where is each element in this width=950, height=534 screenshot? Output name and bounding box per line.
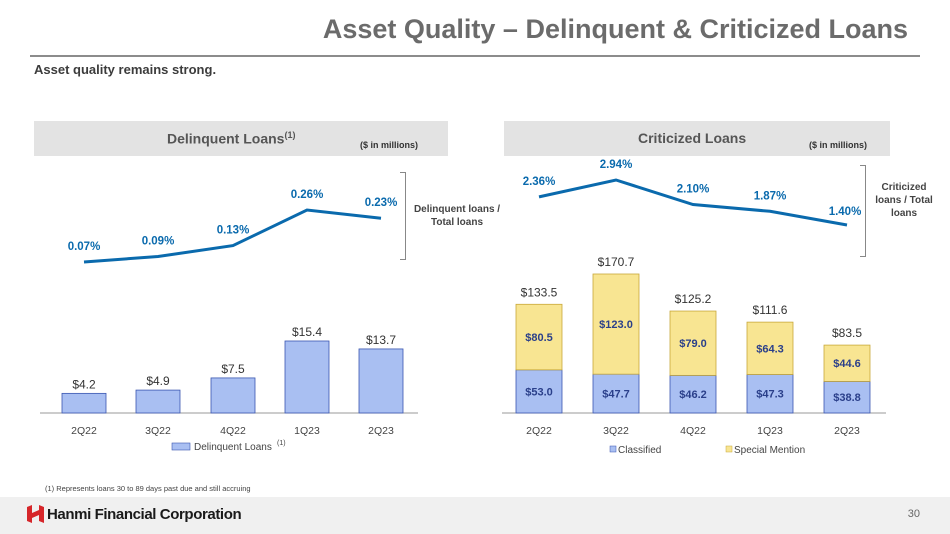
delinquent-ratio-label: 0.13% [217, 225, 250, 237]
criticized-segment-label: $53.0 [525, 386, 553, 398]
delinquent-bar-4Q22 [210, 377, 256, 414]
delinquent-value-label: $4.9 [146, 374, 170, 388]
criticized-units-label: ($ in millions) [809, 140, 868, 150]
delinquent-ratio-label: Delinquent loans / Total loans [413, 204, 501, 228]
delinquent-ratio-bracket [400, 172, 406, 260]
delinquent-legend-label: Delinquent Loans [194, 442, 272, 453]
delinquent-value-label: $7.5 [221, 362, 245, 376]
delinquent-ratio-label: 0.09% [142, 236, 175, 248]
delinquent-ratio-label: 0.26% [291, 189, 324, 201]
criticized-total-label: $125.2 [675, 292, 712, 306]
special-mention-legend-label: Special Mention [734, 445, 805, 456]
delinquent-ratio-label: 0.07% [68, 241, 101, 253]
criticized-bar-classified-1Q23 [746, 374, 794, 414]
classified-legend-swatch [609, 445, 617, 453]
delinquent-legend-note: (1) [277, 440, 286, 447]
delinquent-value-label: $15.4 [292, 325, 322, 339]
company-logo-text: Hanmi Financial Corporation [47, 506, 242, 523]
criticized-segment-label: $46.2 [679, 389, 707, 401]
criticized-bar-classified-3Q22 [592, 373, 640, 414]
delinquent-x-tick: 3Q22 [145, 425, 171, 437]
criticized-segment-label: $44.6 [833, 358, 861, 370]
delinquent-units-label: ($ in millions) [360, 140, 419, 150]
criticized-x-tick: 2Q23 [834, 425, 860, 437]
delinquent-legend-swatch [171, 442, 191, 451]
delinquent-x-tick: 1Q23 [294, 425, 320, 437]
criticized-ratio-label: 1.87% [754, 190, 787, 202]
delinquent-x-tick: 2Q22 [71, 425, 97, 437]
footer-band [0, 497, 950, 534]
criticized-ratio-label: Criticized loans / Total loans [875, 182, 933, 219]
criticized-segment-label: $123.0 [599, 319, 633, 331]
delinquent-bar-2Q22 [61, 392, 107, 414]
criticized-bar-special-mention-3Q22 [592, 273, 640, 375]
criticized-x-tick: 2Q22 [526, 425, 552, 437]
criticized-total-label: $111.6 [753, 303, 788, 317]
criticized-bar-special-mention-2Q22 [515, 303, 563, 371]
delinquent-chart-title: Delinquent Loans(1) [167, 130, 296, 147]
criticized-total-label: $83.5 [832, 326, 862, 340]
delinquent-value-label: $13.7 [366, 333, 396, 347]
classified-legend-label: Classified [618, 445, 661, 456]
delinquent-x-tick: 2Q23 [368, 425, 394, 437]
criticized-x-tick: 4Q22 [680, 425, 706, 437]
criticized-segment-label: $64.3 [756, 343, 784, 355]
criticized-bar-special-mention-2Q23 [823, 344, 871, 382]
criticized-segment-label: $79.0 [679, 338, 707, 350]
criticized-ratio-label: 1.40% [829, 206, 862, 218]
delinquent-bar-3Q22 [135, 389, 181, 414]
delinquent-ratio-label: 0.23% [365, 197, 398, 209]
delinquent-panel-header [34, 121, 448, 156]
criticized-x-tick: 1Q23 [757, 425, 783, 437]
delinquent-bar-2Q23 [358, 348, 404, 414]
criticized-ratio-bracket [860, 165, 866, 257]
criticized-x-tick: 3Q22 [603, 425, 629, 437]
criticized-segment-label: $80.5 [525, 332, 553, 344]
criticized-segment-label: $38.8 [833, 392, 861, 404]
page-title: Asset Quality – Delinquent & Criticized … [322, 14, 908, 44]
criticized-panel-header [504, 121, 890, 156]
title-divider [30, 55, 920, 57]
criticized-bar-special-mention-4Q22 [669, 310, 717, 376]
criticized-chart-title: Criticized Loans [638, 130, 747, 146]
criticized-ratio-label: 2.94% [600, 159, 633, 171]
criticized-total-label: $133.5 [521, 285, 558, 299]
delinquent-x-tick: 4Q22 [220, 425, 246, 437]
footnote: (1) Represents loans 30 to 89 days past … [45, 484, 251, 493]
criticized-bar-classified-4Q22 [669, 374, 717, 414]
criticized-ratio-line [538, 178, 848, 227]
criticized-bar-special-mention-1Q23 [746, 321, 794, 375]
page-subtitle: Asset quality remains strong. [34, 62, 217, 77]
hanmi-logo-icon [27, 505, 44, 523]
delinquent-bar-1Q23 [284, 340, 330, 414]
criticized-bar-classified-2Q22 [515, 369, 563, 414]
criticized-total-label: $170.7 [598, 255, 635, 269]
criticized-segment-label: $47.7 [602, 389, 630, 401]
delinquent-value-label: $4.2 [72, 377, 96, 391]
criticized-bar-classified-2Q23 [823, 381, 871, 414]
criticized-ratio-label: 2.36% [523, 176, 556, 188]
delinquent-ratio-line [83, 208, 382, 264]
criticized-ratio-label: 2.10% [677, 184, 710, 196]
page-number: 30 [907, 508, 920, 520]
criticized-segment-label: $47.3 [756, 389, 784, 401]
special-mention-legend-swatch [725, 445, 733, 453]
